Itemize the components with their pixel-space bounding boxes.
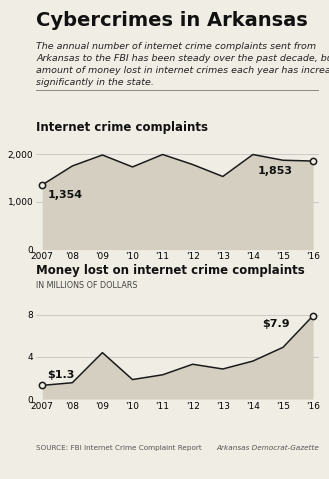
Text: Arkansas Democrat-Gazette: Arkansas Democrat-Gazette [216,445,319,451]
Text: The annual number of internet crime complaints sent from
Arkansas to the FBI has: The annual number of internet crime comp… [36,42,329,87]
Text: Cybercrimes in Arkansas: Cybercrimes in Arkansas [36,11,308,30]
Text: $7.9: $7.9 [262,319,290,329]
Text: Money lost on internet crime complaints: Money lost on internet crime complaints [36,264,305,277]
Text: $1.3: $1.3 [47,370,74,379]
Text: SOURCE: FBI Internet Crime Complaint Report: SOURCE: FBI Internet Crime Complaint Rep… [36,445,202,451]
Text: 1,853: 1,853 [257,166,292,176]
Text: 1,354: 1,354 [48,190,83,200]
Text: IN MILLIONS OF DOLLARS: IN MILLIONS OF DOLLARS [36,281,138,290]
Text: Internet crime complaints: Internet crime complaints [36,121,208,134]
